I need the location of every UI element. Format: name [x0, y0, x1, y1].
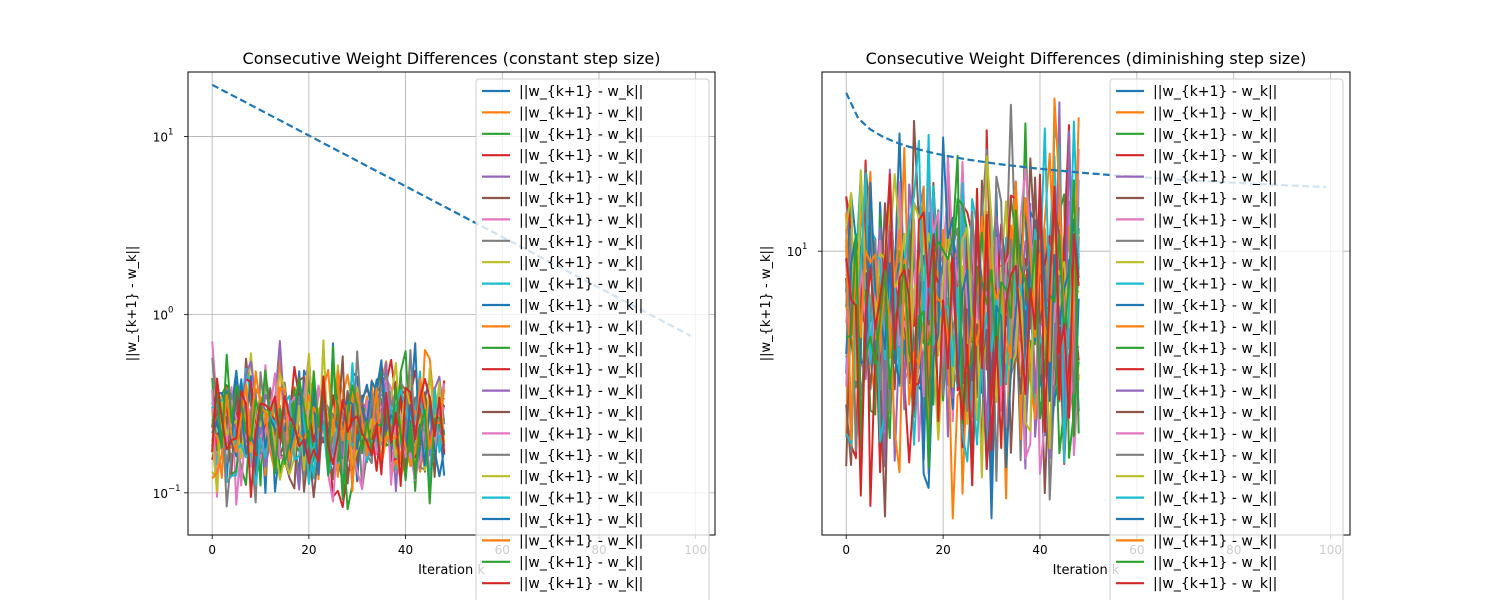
- legend-label: ||w_{k+1} - w_k||: [1153, 212, 1277, 228]
- legend-label: ||w_{k+1} - w_k||: [519, 405, 643, 421]
- y-tick-label: 10: [153, 487, 168, 501]
- legend-label: ||w_{k+1} - w_k||: [1153, 491, 1277, 507]
- x-tick-label: 20: [935, 543, 950, 557]
- legend-label: ||w_{k+1} - w_k||: [519, 234, 643, 250]
- legend-label: ||w_{k+1} - w_k||: [519, 277, 643, 293]
- y-tick-label: 10: [787, 245, 802, 259]
- legend-label: ||w_{k+1} - w_k||: [519, 448, 643, 464]
- x-tick-label: 40: [398, 543, 413, 557]
- legend-label: ||w_{k+1} - w_k||: [1153, 405, 1277, 421]
- plot-frame: [821, 71, 1351, 536]
- legend-label: ||w_{k+1} - w_k||: [519, 127, 643, 143]
- x-tick-label: 0: [208, 543, 216, 557]
- chart-title: Consecutive Weight Differences (constant…: [243, 49, 661, 68]
- x-axis-label: Iteration k: [1053, 563, 1120, 578]
- legend-label: ||w_{k+1} - w_k||: [1153, 555, 1277, 571]
- legend-label: ||w_{k+1} - w_k||: [1153, 362, 1277, 378]
- legend-label: ||w_{k+1} - w_k||: [1153, 191, 1277, 207]
- y-tick-label: 10: [153, 130, 168, 144]
- legend-label: ||w_{k+1} - w_k||: [519, 170, 643, 186]
- legend-label: ||w_{k+1} - w_k||: [519, 555, 643, 571]
- legend-label: ||w_{k+1} - w_k||: [519, 319, 643, 335]
- legend-label: ||w_{k+1} - w_k||: [519, 533, 643, 549]
- legend-label: ||w_{k+1} - w_k||: [519, 212, 643, 228]
- legend-label: ||w_{k+1} - w_k||: [519, 512, 643, 528]
- legend-label: ||w_{k+1} - w_k||: [1153, 448, 1277, 464]
- legend-box: [1109, 78, 1344, 600]
- legend-label: ||w_{k+1} - w_k||: [519, 341, 643, 357]
- x-tick-label: 20: [301, 543, 316, 557]
- legend-label: ||w_{k+1} - w_k||: [1153, 469, 1277, 485]
- legend-label: ||w_{k+1} - w_k||: [1153, 512, 1277, 528]
- legend-label: ||w_{k+1} - w_k||: [1153, 341, 1277, 357]
- legend-label: ||w_{k+1} - w_k||: [1153, 127, 1277, 143]
- legend: ||w_{k+1} - w_k|| ||w_{k+1} - w_k|| ||w_{k…: [475, 78, 710, 600]
- legend-label: ||w_{k+1} - w_k||: [1153, 384, 1277, 400]
- y-axis-label: ||w_{k+1} - w_k||: [759, 246, 774, 362]
- legend-label: ||w_{k+1} - w_k||: [1153, 298, 1277, 314]
- y-axis-label: ||w_{k+1} - w_k||: [125, 246, 140, 362]
- chart-title: Consecutive Weight Differences (diminish…: [866, 49, 1307, 68]
- legend-label: ||w_{k+1} - w_k||: [1153, 105, 1277, 121]
- legend-label: ||w_{k+1} - w_k||: [1153, 426, 1277, 442]
- legend-label: ||w_{k+1} - w_k||: [1153, 277, 1277, 293]
- legend-label: ||w_{k+1} - w_k||: [519, 576, 643, 592]
- legend-label: ||w_{k+1} - w_k||: [519, 469, 643, 485]
- plot-frame: [187, 71, 716, 536]
- legend-label: ||w_{k+1} - w_k||: [519, 105, 643, 121]
- y-tick-exponent: 0: [168, 306, 173, 316]
- legend-label: ||w_{k+1} - w_k||: [1153, 170, 1277, 186]
- legend-label: ||w_{k+1} - w_k||: [1153, 148, 1277, 164]
- series-line-20: [845, 120, 1080, 464]
- legend-label: ||w_{k+1} - w_k||: [1153, 576, 1277, 592]
- legend-label: ||w_{k+1} - w_k||: [519, 84, 643, 100]
- legend-label: ||w_{k+1} - w_k||: [519, 426, 643, 442]
- reference-line: [211, 83, 692, 337]
- legend-label: ||w_{k+1} - w_k||: [519, 255, 643, 271]
- legend-box: [475, 78, 710, 600]
- legend-label: ||w_{k+1} - w_k||: [1153, 319, 1277, 335]
- legend-label: ||w_{k+1} - w_k||: [1153, 234, 1277, 250]
- legend-label: ||w_{k+1} - w_k||: [519, 384, 643, 400]
- series-line-23: [211, 353, 446, 505]
- series-line-22: [211, 369, 446, 493]
- legend-label: ||w_{k+1} - w_k||: [519, 148, 643, 164]
- legend-label: ||w_{k+1} - w_k||: [1153, 533, 1277, 549]
- y-tick-exponent: 1: [168, 127, 173, 137]
- x-tick-label: 0: [842, 543, 850, 557]
- series-line-24: [845, 173, 1080, 497]
- y-tick-exponent: −1: [168, 484, 181, 494]
- chart-panel-2: 020406080100101Consecutive Weight Differ…: [759, 49, 1351, 600]
- series-line-24: [211, 375, 446, 498]
- legend: ||w_{k+1} - w_k|| ||w_{k+1} - w_k|| ||w_{k…: [1109, 78, 1344, 600]
- legend-label: ||w_{k+1} - w_k||: [519, 191, 643, 207]
- legend-label: ||w_{k+1} - w_k||: [519, 362, 643, 378]
- x-axis-label: Iteration k: [418, 563, 485, 578]
- legend-label: ||w_{k+1} - w_k||: [1153, 84, 1277, 100]
- x-tick-label: 40: [1032, 543, 1047, 557]
- legend-label: ||w_{k+1} - w_k||: [519, 491, 643, 507]
- series-line-23: [845, 154, 1080, 469]
- y-tick-exponent: 1: [802, 242, 807, 252]
- legend-label: ||w_{k+1} - w_k||: [519, 298, 643, 314]
- legend-label: ||w_{k+1} - w_k||: [1153, 255, 1277, 271]
- y-tick-label: 10: [153, 309, 168, 323]
